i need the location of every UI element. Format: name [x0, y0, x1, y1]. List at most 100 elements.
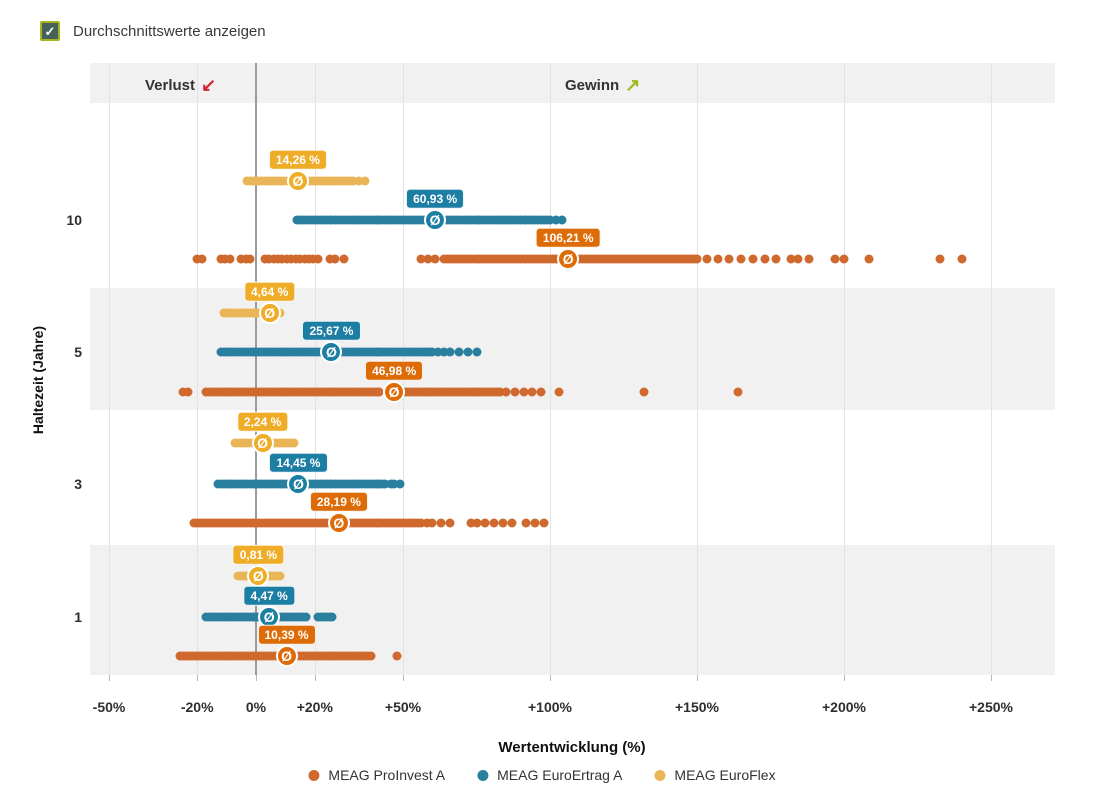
x-tick-label: +20%: [296, 699, 333, 715]
average-value-label: 60,93 %: [406, 188, 465, 210]
checkbox-checked-icon[interactable]: ✓: [40, 21, 60, 41]
data-point: [480, 518, 490, 528]
data-point: [245, 254, 255, 264]
data-point: [957, 254, 967, 264]
data-point: [748, 254, 758, 264]
y-tick-label: 3: [74, 476, 82, 492]
average-marker: Ø: [275, 645, 298, 667]
average-value-label: 14,26 %: [268, 149, 327, 171]
x-tick: [109, 675, 110, 681]
x-tick-label: -50%: [92, 699, 126, 715]
data-point: [427, 518, 437, 528]
data-point: [416, 518, 426, 528]
data-point: [427, 347, 437, 357]
data-point: [771, 254, 781, 264]
data-point: [178, 387, 187, 397]
x-tick: [256, 675, 257, 681]
data-point: [183, 387, 193, 397]
data-point: [527, 387, 537, 397]
legend-label-euroflex: MEAG EuroFlex: [674, 767, 776, 783]
background-band: [90, 63, 1055, 103]
data-point: [197, 254, 207, 264]
average-toggle[interactable]: ✓ Durchschnittswerte anzeigen: [40, 21, 266, 41]
x-axis-title: Wertentwicklung (%): [498, 739, 646, 756]
legend-item-euroflex: MEAG EuroFlex: [654, 767, 776, 783]
x-gridline: [991, 63, 992, 675]
data-point: [330, 254, 340, 264]
data-point: [439, 347, 449, 357]
average-value-label: 0,81 %: [232, 544, 285, 566]
average-value-label: 2,24 %: [236, 411, 289, 433]
data-point: [433, 347, 443, 357]
x-tick: [314, 675, 316, 681]
data-point: [389, 479, 399, 489]
average-value-label: 4,47 %: [243, 585, 295, 607]
average-marker: Ø: [557, 248, 580, 270]
x-tick: [697, 675, 698, 681]
gain-label: Gewinn: [565, 76, 620, 94]
data-point: [519, 387, 529, 397]
data-point: [366, 651, 376, 661]
data-point: [313, 254, 323, 264]
data-point: [839, 254, 849, 264]
x-tick-label: -20%: [180, 699, 214, 715]
data-point: [498, 518, 508, 528]
data-point: [430, 254, 440, 264]
data-point: [702, 254, 712, 264]
data-point: [327, 612, 337, 622]
data-point: [301, 612, 311, 622]
average-value-label: 46,98 %: [365, 360, 424, 382]
data-point: [348, 176, 358, 186]
data-point: [545, 215, 555, 225]
average-marker: Ø: [251, 432, 274, 454]
data-point: [554, 387, 564, 397]
data-point: [466, 518, 476, 528]
data-point: [445, 518, 455, 528]
chart-legend: MEAG ProInvest A MEAG EuroErtrag A MEAG …: [308, 767, 776, 783]
data-point: [436, 518, 446, 528]
data-point: [551, 215, 561, 225]
x-gridline: [550, 63, 551, 675]
average-marker: Ø: [424, 209, 447, 231]
data-point: [557, 215, 567, 225]
y-tick-label: 1: [74, 609, 82, 625]
gain-arrow-icon: ↗: [625, 75, 641, 95]
average-marker: Ø: [286, 170, 309, 192]
x-tick-label: +200%: [822, 699, 866, 715]
x-gridline: [697, 63, 698, 675]
x-gridline: [314, 63, 316, 675]
data-point: [935, 254, 945, 264]
data-point: [733, 387, 743, 397]
x-tick: [844, 675, 845, 681]
y-axis-title: Haltezeit (Jahre): [30, 325, 46, 435]
data-point: [495, 387, 505, 397]
x-tick: [991, 675, 992, 681]
data-point: [339, 254, 349, 264]
x-tick-label: +50%: [384, 699, 422, 715]
data-point: [392, 651, 402, 661]
legend-item-proinvest: MEAG ProInvest A: [308, 767, 445, 783]
x-tick-label: +150%: [675, 699, 719, 715]
data-point: [864, 254, 874, 264]
data-point: [786, 254, 796, 264]
data-point: [507, 518, 517, 528]
average-value-label: 28,19 %: [309, 491, 368, 513]
data-point: [445, 347, 455, 357]
x-tick: [403, 675, 404, 681]
data-point: [416, 254, 426, 264]
data-point: [472, 347, 481, 357]
data-point: [472, 518, 481, 528]
data-point: [360, 176, 370, 186]
average-toggle-label: Durchschnittswerte anzeigen: [73, 22, 266, 40]
average-marker: Ø: [247, 565, 270, 587]
data-point: [501, 387, 511, 397]
average-value-label: 10,39 %: [257, 624, 316, 646]
legend-dot-euroertrag-icon: [477, 769, 489, 781]
data-point: [724, 254, 734, 264]
data-point: [530, 518, 540, 528]
average-marker: Ø: [287, 473, 310, 495]
legend-dot-proinvest-icon: [308, 769, 320, 781]
data-point: [380, 479, 390, 489]
